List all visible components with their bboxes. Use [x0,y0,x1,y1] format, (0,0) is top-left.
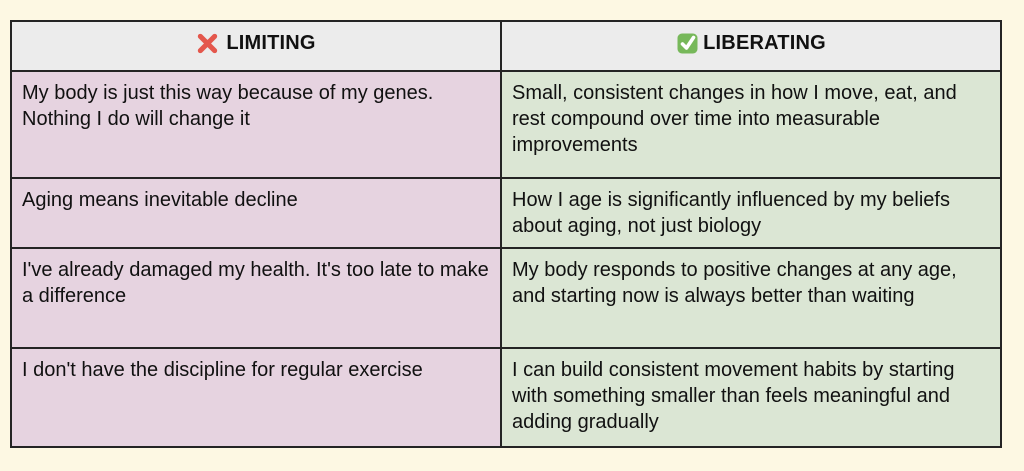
table-row: I don't have the discipline for regular … [10,347,1002,448]
limiting-header-label: LIMITING [226,31,316,54]
limiting-belief-cell: I've already damaged my health. It's too… [10,247,502,349]
liberating-header-label: LIBERATING [703,31,826,54]
limiting-vs-liberating-table: LIMITING LIBERATING My body is just this… [10,20,1002,448]
check-mark-icon [676,31,700,55]
limiting-belief-cell: Aging means inevitable decline [10,177,502,249]
table-row: I've already damaged my health. It's too… [10,247,1002,349]
table-header: LIMITING LIBERATING [10,20,1002,72]
liberating-header-content: LIBERATING [676,31,826,55]
liberating-belief-cell: Small, consistent changes in how I move,… [500,70,1002,179]
liberating-belief-cell: I can build consistent movement habits b… [500,347,1002,448]
cross-mark-icon [196,32,219,55]
header-row: LIMITING LIBERATING [10,20,1002,72]
limiting-column-header: LIMITING [10,20,502,72]
limiting-belief-cell: My body is just this way because of my g… [10,70,502,179]
table-row: Aging means inevitable decline How I age… [10,177,1002,249]
liberating-belief-cell: My body responds to positive changes at … [500,247,1002,349]
liberating-column-header: LIBERATING [500,20,1002,72]
table-row: My body is just this way because of my g… [10,70,1002,179]
liberating-belief-cell: How I age is significantly influenced by… [500,177,1002,249]
limiting-header-content: LIMITING [196,32,315,55]
table-body: My body is just this way because of my g… [10,70,1002,448]
limiting-belief-cell: I don't have the discipline for regular … [10,347,502,448]
